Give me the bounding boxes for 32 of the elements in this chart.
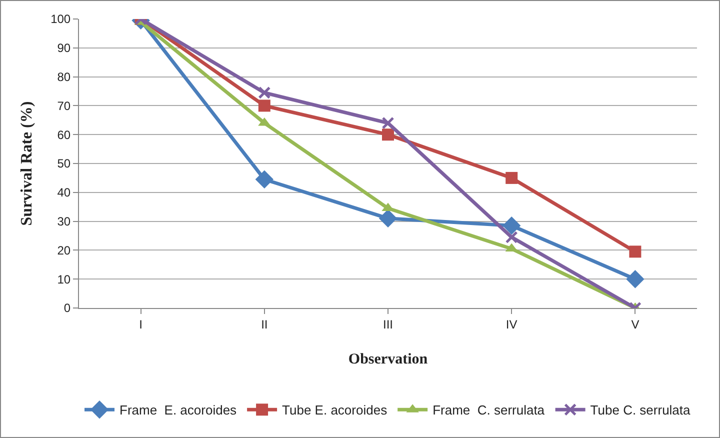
y-tick-label: 50 <box>57 156 71 171</box>
point <box>629 246 642 258</box>
point <box>258 100 270 112</box>
y-tick-label: 40 <box>57 186 71 200</box>
x-tick-label: I <box>139 317 142 332</box>
point <box>258 86 271 99</box>
y-tick-label: 60 <box>57 128 71 142</box>
legend-label: Frame E. acoroides <box>120 402 238 418</box>
y-tick-label: 100 <box>50 12 71 26</box>
y-tick-label: 80 <box>57 70 71 84</box>
point <box>382 128 394 141</box>
legend-label: Tube E. acoroides <box>282 402 388 418</box>
y-tick-label: 90 <box>57 41 71 56</box>
point <box>255 170 274 188</box>
x-tick-label: II <box>261 317 268 332</box>
point <box>506 172 518 184</box>
point <box>502 216 521 235</box>
y-tick-label: 30 <box>57 214 71 228</box>
y-tick-label: 70 <box>57 98 71 113</box>
x-tick-label: V <box>631 317 640 332</box>
y-tick-label: 20 <box>57 243 71 258</box>
legend-label: Frame C. serrulata <box>432 402 546 418</box>
point <box>378 209 398 228</box>
point <box>505 230 518 244</box>
x-axis-title: Observation <box>348 351 428 368</box>
legend-label: Tube C. serrulata <box>590 402 692 418</box>
x-tick-label: IV <box>506 317 518 332</box>
y-axis-title: Survival Rate (%) <box>18 101 36 226</box>
x-tick-label: III <box>382 317 394 332</box>
point <box>382 116 394 130</box>
y-tick-label: 0 <box>64 301 71 316</box>
y-tick-label: 10 <box>57 272 71 286</box>
